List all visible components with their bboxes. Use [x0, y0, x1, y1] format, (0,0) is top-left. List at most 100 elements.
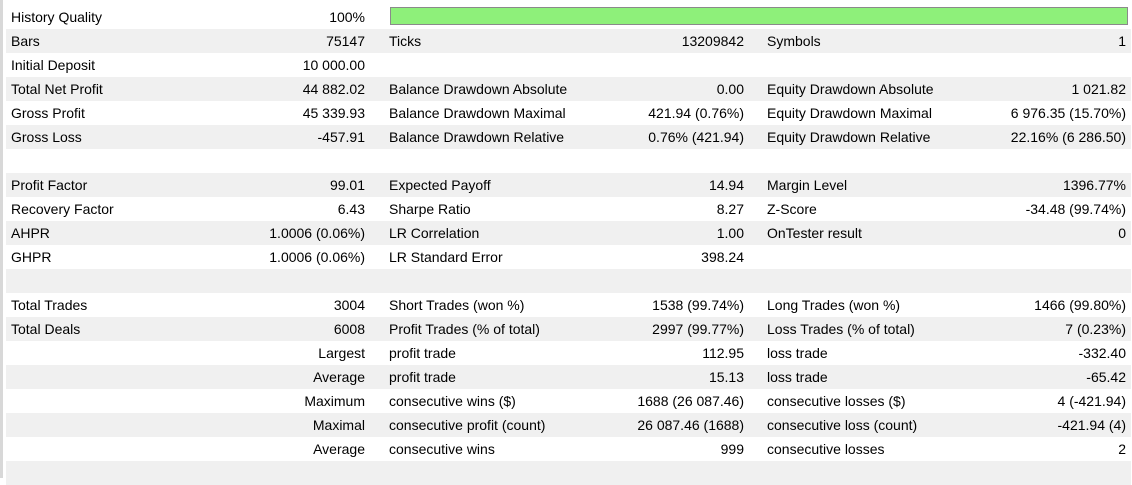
metric-label: consecutive wins — [389, 441, 495, 457]
metric-value: 8.27 — [716, 201, 744, 217]
metric-label: Initial Deposit — [11, 57, 96, 73]
report-row — [6, 149, 1131, 173]
metric-label: LR Standard Error — [389, 249, 503, 265]
metric-value: Maximal — [312, 417, 365, 433]
metric-label: AHPR — [11, 225, 50, 241]
metric-value: 13209842 — [681, 33, 744, 49]
metric-label: consecutive losses — [767, 441, 885, 457]
metric-label: Balance Drawdown Relative — [389, 129, 565, 145]
report-row: Profit Factor 99.01 Expected Payoff 14.94 Ma… — [6, 173, 1131, 197]
metric-value: 6.43 — [337, 201, 365, 217]
metric-label: consecutive wins ($) — [389, 393, 516, 409]
metric-label: Long Trades (won %) — [767, 297, 901, 313]
metric-value: Maximum — [304, 393, 365, 409]
metric-label: Z-Score — [767, 201, 817, 217]
metric-value: 100% — [329, 9, 365, 25]
metric-value: 999 — [720, 441, 744, 457]
metric-label: Margin Level — [767, 177, 848, 193]
metric-label: Total Trades — [11, 297, 88, 313]
metric-label: profit trade — [389, 369, 456, 385]
report-row: Initial Deposit 10 000.00 — [6, 53, 1131, 77]
metric-label: OnTester result — [767, 225, 862, 241]
metric-value: 1 021.82 — [1071, 81, 1127, 97]
report-row: Maximum consecutive wins ($) 1688 (26 087.… — [6, 389, 1131, 413]
metric-value: 1.0006 (0.06%) — [269, 249, 365, 265]
metric-label: Equity Drawdown Maximal — [767, 105, 932, 121]
metric-value: 10 000.00 — [302, 57, 365, 73]
metric-label: Expected Payoff — [389, 177, 491, 193]
history-quality-bar — [390, 7, 1128, 25]
metric-value: 398.24 — [701, 249, 744, 265]
metric-value: 3004 — [333, 297, 365, 313]
metric-label: loss trade — [767, 369, 828, 385]
metric-label: GHPR — [11, 249, 52, 265]
metric-value: 99.01 — [329, 177, 365, 193]
metric-value: 2997 (99.77%) — [652, 321, 744, 337]
metric-value: -34.48 (99.74%) — [1025, 201, 1126, 217]
metric-value: 1466 (99.80%) — [1034, 297, 1126, 313]
report-row: History Quality 100% — [6, 5, 1131, 29]
report-row: Gross Loss -457.91 Balance Drawdown Relati… — [6, 125, 1131, 149]
metric-label: consecutive losses ($) — [767, 393, 906, 409]
report-row: Gross Profit 45 339.93 Balance Drawdown Ma… — [6, 101, 1131, 125]
metric-label: Short Trades (won %) — [389, 297, 525, 313]
metric-value: 1688 (26 087.46) — [637, 393, 744, 409]
metric-value: 112.95 — [702, 345, 744, 361]
metric-value: 6008 — [333, 321, 365, 337]
metric-label: Symbols — [767, 33, 821, 49]
report-row: GHPR 1.0006 (0.06%) LR Standard Error 398.2… — [6, 245, 1131, 269]
metric-value: 22.16% (6 286.50) — [1010, 129, 1126, 145]
metric-value: 1538 (99.74%) — [652, 297, 744, 313]
metric-value: Average — [313, 441, 365, 457]
metric-value: -65.42 — [1086, 369, 1126, 385]
metric-label: Sharpe Ratio — [389, 201, 471, 217]
metric-label: Equity Drawdown Absolute — [767, 81, 934, 97]
metric-label: Gross Profit — [11, 105, 85, 121]
metric-value: 1.00 — [716, 225, 744, 241]
metric-label: consecutive profit (count) — [389, 417, 546, 433]
metric-label: Equity Drawdown Relative — [767, 129, 931, 145]
report-row: Maximal consecutive profit (count) 26 087.… — [6, 413, 1131, 437]
metric-value: -421.94 (4) — [1057, 417, 1126, 433]
report-row: Total Net Profit 44 882.02 Balance Drawdow… — [6, 77, 1131, 101]
metric-value: 0.76% (421.94) — [648, 129, 744, 145]
metric-value: 1396.77% — [1062, 177, 1126, 193]
metric-value: 1.0006 (0.06%) — [269, 225, 365, 241]
metric-value: 7 (0.23%) — [1065, 321, 1126, 337]
metric-value: -332.40 — [1078, 345, 1126, 361]
report-row: AHPR 1.0006 (0.06%) LR Correlation 1.00 OnTe… — [6, 221, 1131, 245]
metric-label: Bars — [11, 33, 40, 49]
metric-value: 0 — [1118, 225, 1126, 241]
metric-label: Recovery Factor — [11, 201, 114, 217]
metric-label: Balance Drawdown Absolute — [389, 81, 568, 97]
metric-value: 6 976.35 (15.70%) — [1010, 105, 1126, 121]
report-row — [6, 269, 1131, 293]
metric-label: History Quality — [11, 9, 103, 25]
metric-label: LR Correlation — [389, 225, 480, 241]
report-row: Bars 75147 Ticks 13209842 Symbols 1 — [6, 29, 1131, 53]
metric-value: 0.00 — [716, 81, 744, 97]
metric-value: 45 339.93 — [302, 105, 365, 121]
metric-label: Total Deals — [11, 321, 81, 337]
report-row: Average profit trade 15.13 loss trade -65.42 — [6, 365, 1131, 389]
metric-label: profit trade — [389, 345, 456, 361]
metric-value: -457.91 — [317, 129, 365, 145]
metric-value: 75147 — [326, 33, 365, 49]
metric-value: Largest — [318, 345, 365, 361]
metric-label: Ticks — [389, 33, 422, 49]
metric-value: 44 882.02 — [302, 81, 365, 97]
metric-value: 14.94 — [708, 177, 744, 193]
report-row: Recovery Factor 6.43 Sharpe Ratio 8.27 Z-Sco… — [6, 197, 1131, 221]
metric-label: consecutive loss (count) — [767, 417, 918, 433]
report-row: Total Trades 3004 Short Trades (won %) 1538… — [6, 293, 1131, 317]
metric-label: Profit Trades (% of total) — [389, 321, 540, 337]
metric-label: Total Net Profit — [11, 81, 103, 97]
metric-label: Loss Trades (% of total) — [767, 321, 915, 337]
metric-label: Profit Factor — [11, 177, 88, 193]
metric-label: Balance Drawdown Maximal — [389, 105, 566, 121]
report-row — [6, 461, 1131, 485]
metric-label: loss trade — [767, 345, 828, 361]
report-row: Largest profit trade 112.95 loss trade -332.… — [6, 341, 1131, 365]
report-row: Total Deals 6008 Profit Trades (% of total… — [6, 317, 1131, 341]
